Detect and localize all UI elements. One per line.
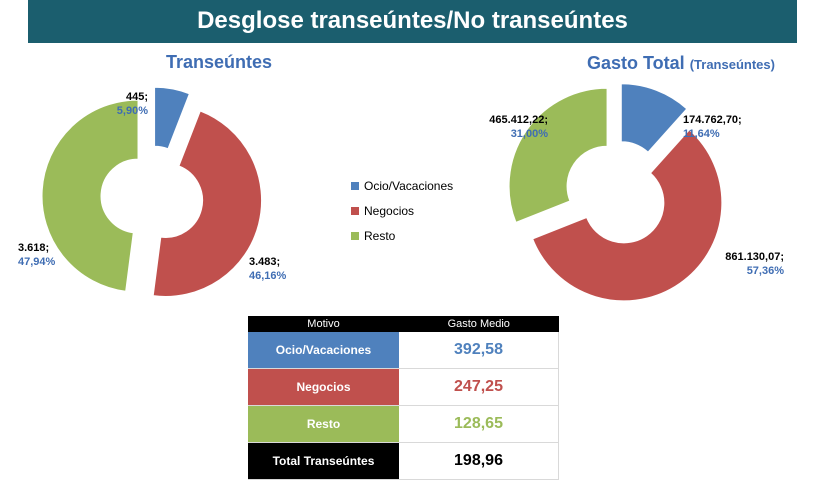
cell-gasto: 392,58: [399, 332, 559, 369]
chart-legend: Ocio/Vacaciones Negocios Resto: [351, 173, 453, 248]
slice-ocio: [620, 83, 688, 153]
data-label-value: 3.483;: [249, 256, 281, 268]
legend-label: Negocios: [364, 203, 415, 218]
data-label-percent: 46,16%: [249, 270, 287, 282]
data-label-value: 445;: [125, 91, 148, 103]
legend-item-ocio: Ocio/Vacaciones: [351, 173, 453, 198]
legend-item-resto: Resto: [351, 223, 453, 248]
chart-subtitle: (Transeúntes): [689, 57, 775, 72]
data-label-percent: 31,00%: [510, 128, 548, 140]
data-label-value: 174.762,70;: [683, 114, 742, 126]
slice-negocios: [532, 129, 723, 302]
data-label-value: 3.618;: [18, 242, 50, 254]
data-label-negocios: 3.483; 46,16%: [249, 255, 286, 283]
data-label-percent: 57,36%: [746, 265, 784, 277]
data-label-resto: 465.412,22; 31,00%: [468, 113, 548, 141]
table-row: Resto 128,65: [248, 405, 559, 443]
data-label-negocios: 861.130,07; 57,36%: [704, 250, 784, 278]
table-header-row: Motivo Gasto Medio: [248, 316, 559, 332]
cell-motivo: Total Transeúntes: [248, 442, 399, 480]
cell-gasto: 247,25: [399, 368, 559, 406]
data-label-value: 861.130,07;: [725, 251, 784, 263]
table-row: Negocios 247,25: [248, 368, 559, 406]
column-header-motivo: Motivo: [248, 316, 399, 332]
cell-gasto: 198,96: [399, 442, 559, 480]
cell-motivo: Negocios: [248, 368, 399, 406]
data-label-value: 465.412,22;: [489, 114, 548, 126]
data-label-ocio: 445; 5,90%: [104, 90, 148, 118]
table-row: Ocio/Vacaciones 392,58: [248, 332, 559, 369]
legend-swatch: [351, 206, 359, 215]
data-label-resto: 3.618; 47,94%: [18, 241, 55, 269]
chart-title-transeuntes: Transeúntes: [166, 52, 272, 73]
legend-swatch: [351, 181, 359, 190]
cell-gasto: 128,65: [399, 405, 559, 443]
chart-title-text: Gasto Total: [587, 53, 685, 73]
slice-resto: [41, 99, 139, 292]
table-row-total: Total Transeúntes 198,96: [248, 442, 559, 480]
slice-ocio: [154, 86, 190, 150]
data-label-percent: 5,90%: [116, 105, 148, 117]
column-header-gasto-medio: Gasto Medio: [399, 316, 559, 332]
page-title: Desglose transeúntes/No transeúntes: [28, 0, 797, 43]
chart-title-text: Transeúntes: [166, 52, 273, 72]
cell-motivo: Resto: [248, 405, 399, 443]
data-label-ocio: 174.762,70; 11,64%: [683, 113, 742, 141]
gasto-medio-table: Motivo Gasto Medio Ocio/Vacaciones 392,5…: [248, 316, 559, 480]
legend-label: Resto: [364, 228, 396, 243]
legend-label: Ocio/Vacaciones: [364, 178, 454, 193]
data-label-percent: 47,94%: [18, 256, 56, 268]
legend-swatch: [351, 231, 359, 240]
chart-title-gasto-total: Gasto Total (Transeúntes): [587, 53, 775, 74]
legend-item-negocios: Negocios: [351, 198, 453, 223]
cell-motivo: Ocio/Vacaciones: [248, 332, 399, 369]
slice-negocios: [152, 110, 262, 297]
slice-resto: [508, 87, 608, 223]
data-label-percent: 11,64%: [683, 128, 720, 140]
